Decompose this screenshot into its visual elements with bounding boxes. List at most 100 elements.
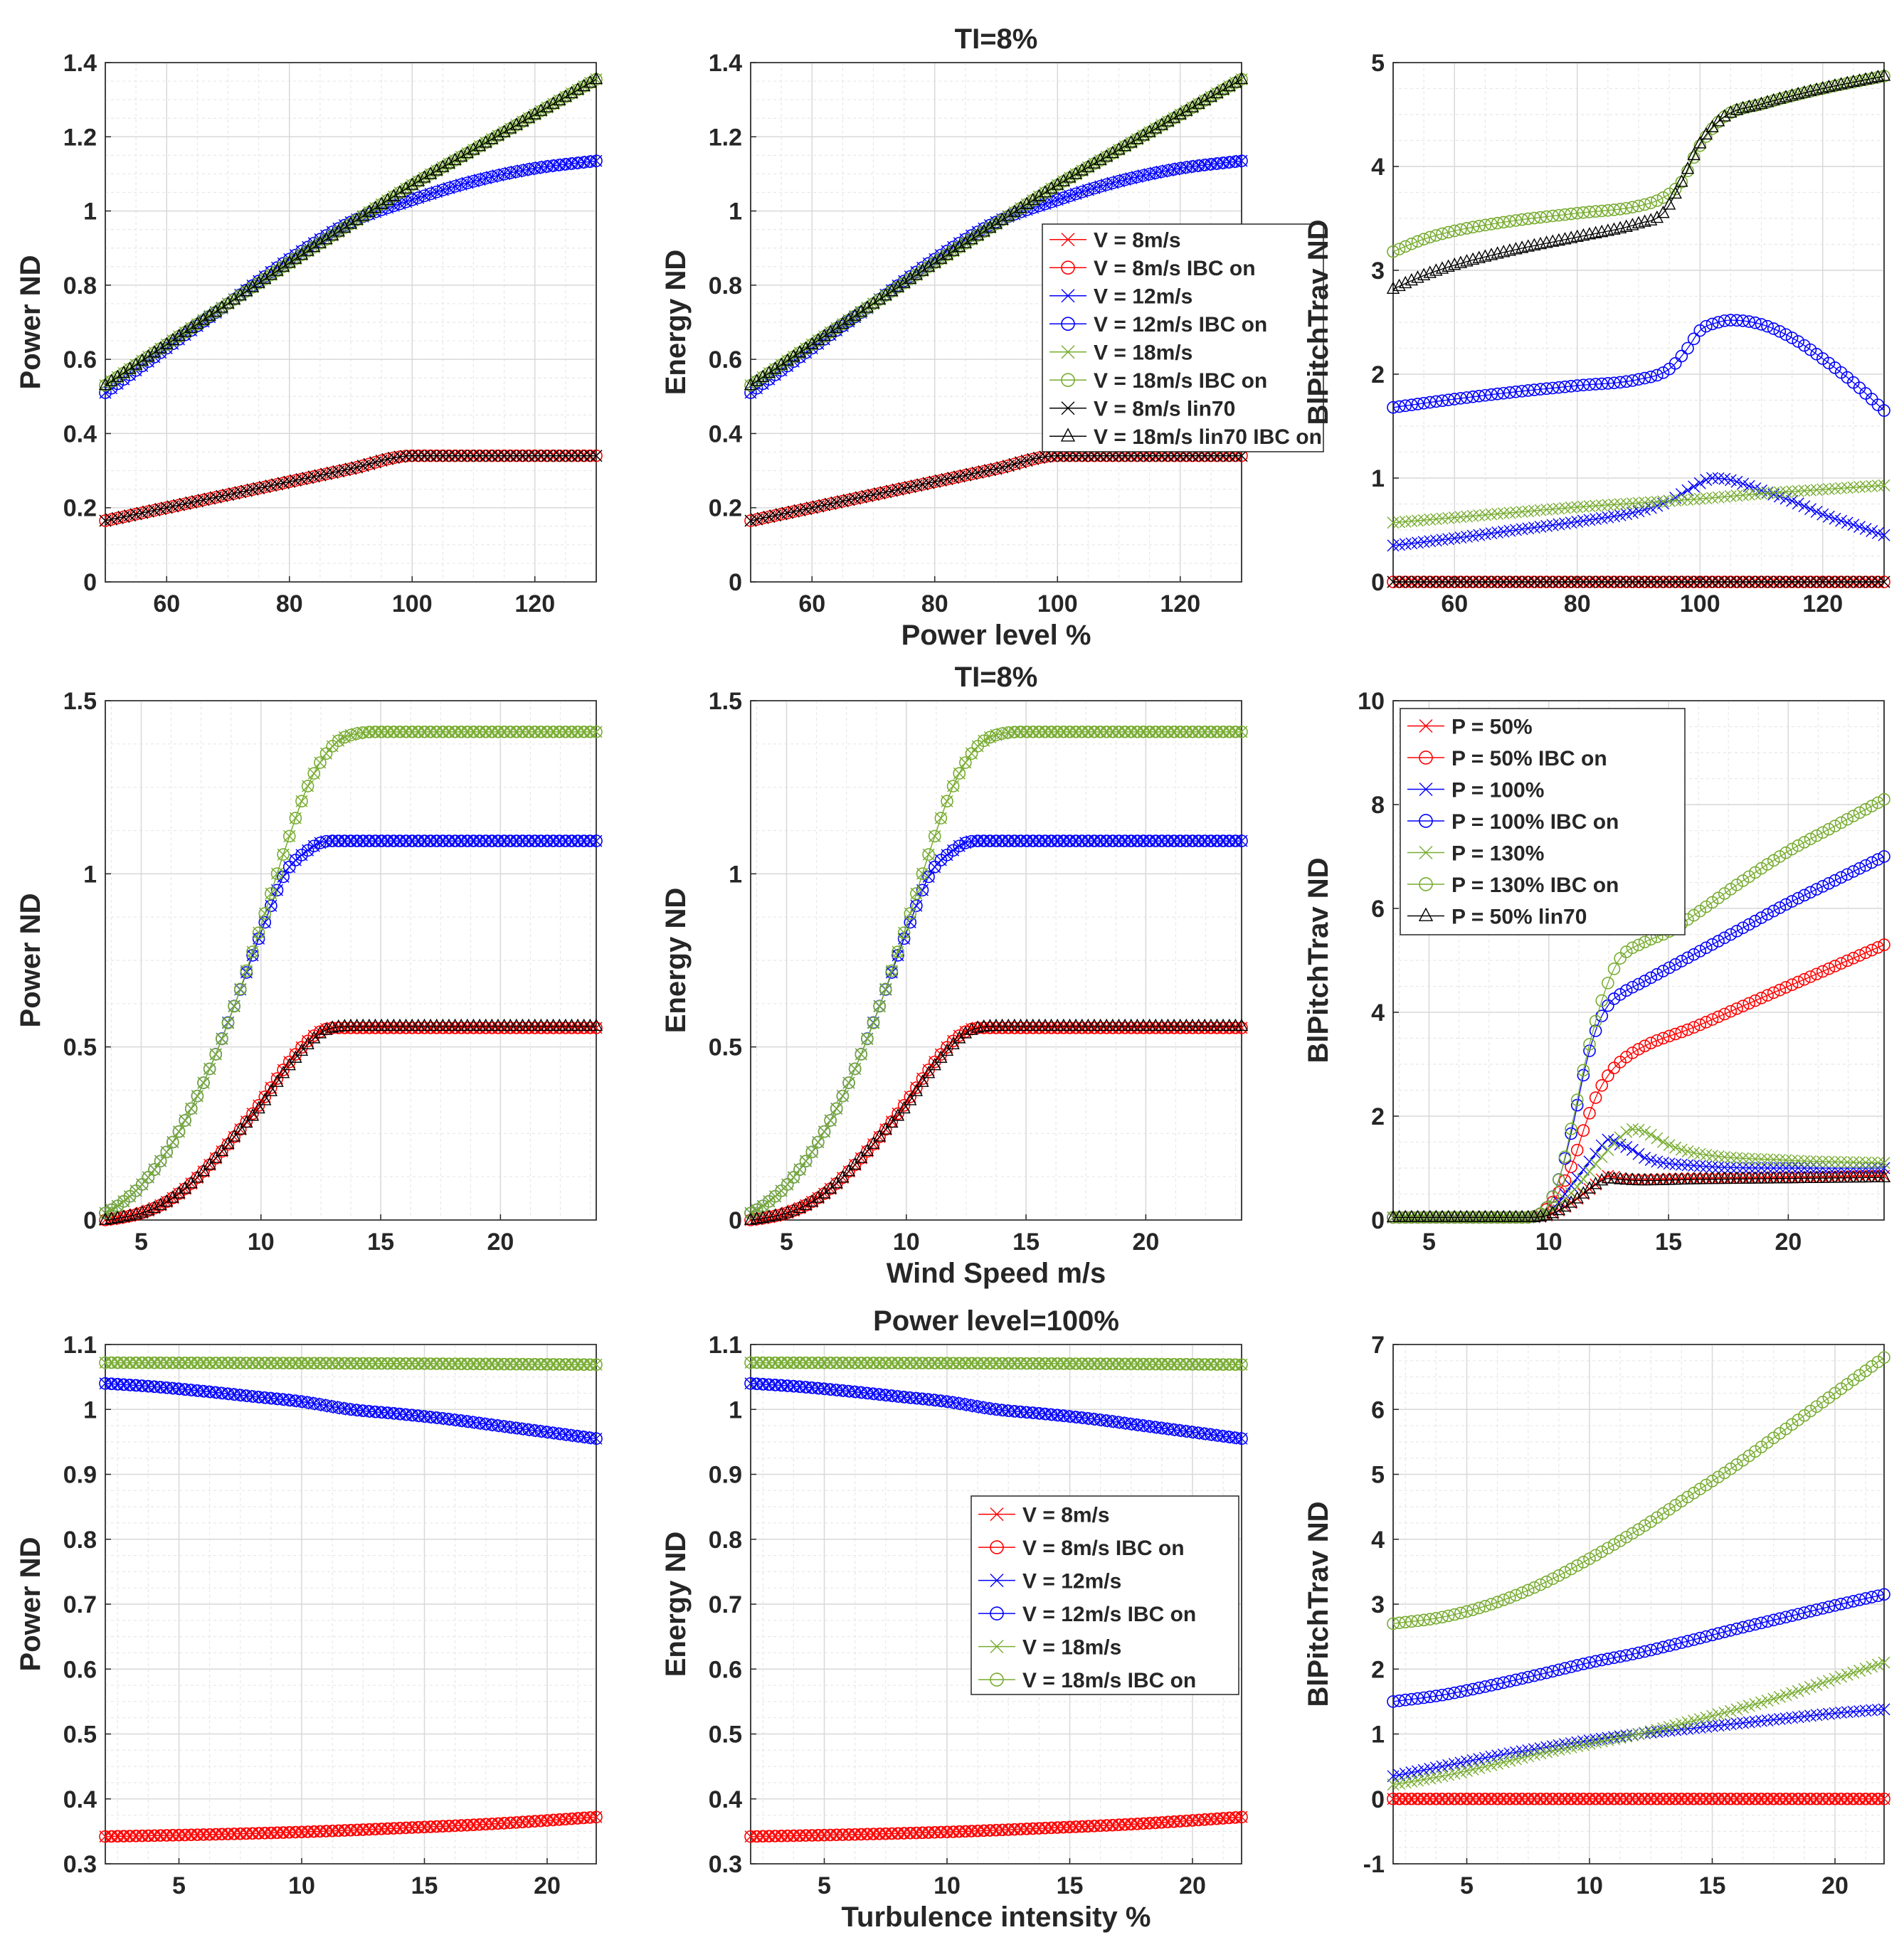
data-point bbox=[160, 1829, 174, 1842]
x-tick-label: 20 bbox=[1775, 1229, 1802, 1256]
data-point bbox=[1063, 834, 1077, 847]
data-point bbox=[1871, 479, 1884, 492]
data-point bbox=[812, 1356, 825, 1369]
data-point bbox=[246, 1827, 259, 1840]
x-tick-label: 60 bbox=[798, 590, 825, 617]
data-point bbox=[848, 308, 862, 321]
data-point bbox=[1792, 839, 1805, 852]
data-point bbox=[1168, 1022, 1180, 1034]
x-tick-label: 100 bbox=[392, 590, 433, 617]
data-point bbox=[1149, 726, 1163, 738]
data-point bbox=[1706, 472, 1718, 484]
data-point bbox=[461, 1357, 474, 1371]
data-point bbox=[1804, 1155, 1816, 1167]
data-point bbox=[228, 1388, 240, 1401]
data-point bbox=[1737, 576, 1750, 588]
data-point bbox=[1632, 938, 1645, 952]
data-point bbox=[1706, 1150, 1718, 1162]
data-point bbox=[179, 1828, 191, 1842]
data-point bbox=[756, 1356, 770, 1369]
data-point bbox=[1810, 1171, 1823, 1184]
y-tick-label: 0.4 bbox=[709, 1786, 742, 1813]
data-point bbox=[1057, 1820, 1070, 1834]
y-axis-label: Power ND bbox=[15, 255, 46, 390]
data-point bbox=[1632, 373, 1645, 386]
data-point bbox=[1761, 487, 1774, 499]
data-point bbox=[332, 834, 345, 847]
data-point bbox=[1699, 127, 1713, 140]
data-point bbox=[1424, 576, 1437, 588]
data-point bbox=[191, 494, 204, 508]
data-point bbox=[1614, 988, 1627, 1001]
data-point bbox=[307, 1825, 321, 1838]
data-point bbox=[1020, 1823, 1033, 1835]
data-point bbox=[448, 152, 462, 165]
data-point bbox=[1742, 488, 1755, 501]
data-point bbox=[946, 844, 960, 857]
data-point bbox=[1088, 1820, 1101, 1833]
legend-label: V = 12m/s IBC on bbox=[1022, 1603, 1196, 1626]
data-point bbox=[1614, 498, 1627, 511]
y-axis-label: Power ND bbox=[15, 893, 46, 1028]
data-point bbox=[326, 1400, 339, 1414]
data-point bbox=[479, 726, 492, 738]
y-tick-label: 0.2 bbox=[63, 495, 97, 522]
data-point bbox=[277, 848, 290, 861]
data-point bbox=[467, 1022, 480, 1034]
data-point bbox=[995, 1823, 1009, 1837]
data-point bbox=[959, 1825, 972, 1838]
data-point bbox=[1693, 1160, 1706, 1172]
data-point bbox=[423, 166, 438, 179]
data-point bbox=[1663, 1172, 1676, 1185]
y-tick-label: 7 bbox=[1371, 1332, 1385, 1359]
data-point bbox=[418, 1820, 431, 1834]
y-tick-label: 2 bbox=[1371, 1656, 1385, 1683]
data-point bbox=[319, 467, 333, 481]
data-point bbox=[916, 867, 929, 880]
data-point bbox=[1540, 210, 1553, 223]
data-point bbox=[1656, 366, 1670, 379]
data-point bbox=[295, 472, 308, 486]
data-point bbox=[369, 200, 382, 213]
data-point bbox=[1180, 1022, 1193, 1034]
data-point bbox=[812, 1381, 825, 1395]
data-point bbox=[1485, 576, 1498, 588]
data-point bbox=[1014, 456, 1027, 469]
data-point bbox=[154, 1197, 167, 1210]
data-point bbox=[953, 470, 966, 483]
data-point bbox=[1044, 195, 1058, 208]
data-point bbox=[1442, 511, 1455, 524]
y-tick-label: 6 bbox=[1371, 896, 1385, 923]
data-point bbox=[1185, 100, 1200, 112]
data-point bbox=[1094, 152, 1107, 165]
y-tick-label: 1 bbox=[1371, 465, 1385, 492]
data-point bbox=[1639, 1151, 1651, 1164]
x-axis: 60 80 100 120 bbox=[153, 63, 555, 617]
data-point bbox=[350, 1357, 364, 1370]
data-point bbox=[787, 1829, 800, 1842]
data-point bbox=[516, 164, 529, 177]
data-point bbox=[1131, 1418, 1144, 1431]
data-point bbox=[246, 1107, 259, 1120]
data-point bbox=[781, 1829, 794, 1842]
data-point bbox=[1706, 1172, 1718, 1184]
data-point bbox=[1173, 834, 1187, 847]
data-point bbox=[307, 239, 321, 253]
data-point bbox=[1198, 1813, 1212, 1826]
data-point bbox=[824, 1383, 837, 1396]
data-point bbox=[184, 496, 198, 509]
x-tick-label: 15 bbox=[1057, 1872, 1084, 1899]
series-v-8m-s-lin70 bbox=[99, 450, 603, 527]
data-point bbox=[276, 1066, 290, 1078]
data-point bbox=[1595, 1150, 1608, 1163]
data-point bbox=[448, 834, 462, 847]
data-point bbox=[123, 1830, 137, 1842]
data-point bbox=[805, 1381, 819, 1394]
data-point bbox=[412, 834, 425, 847]
data-point bbox=[99, 514, 112, 527]
data-point bbox=[1546, 576, 1559, 588]
x-tick-label: 15 bbox=[367, 1229, 394, 1256]
data-point bbox=[178, 324, 192, 337]
legend: V = 8m/sV = 8m/s IBC onV = 12m/sV = 12m/… bbox=[970, 1495, 1239, 1695]
x-tick-label: 10 bbox=[1535, 1229, 1562, 1256]
